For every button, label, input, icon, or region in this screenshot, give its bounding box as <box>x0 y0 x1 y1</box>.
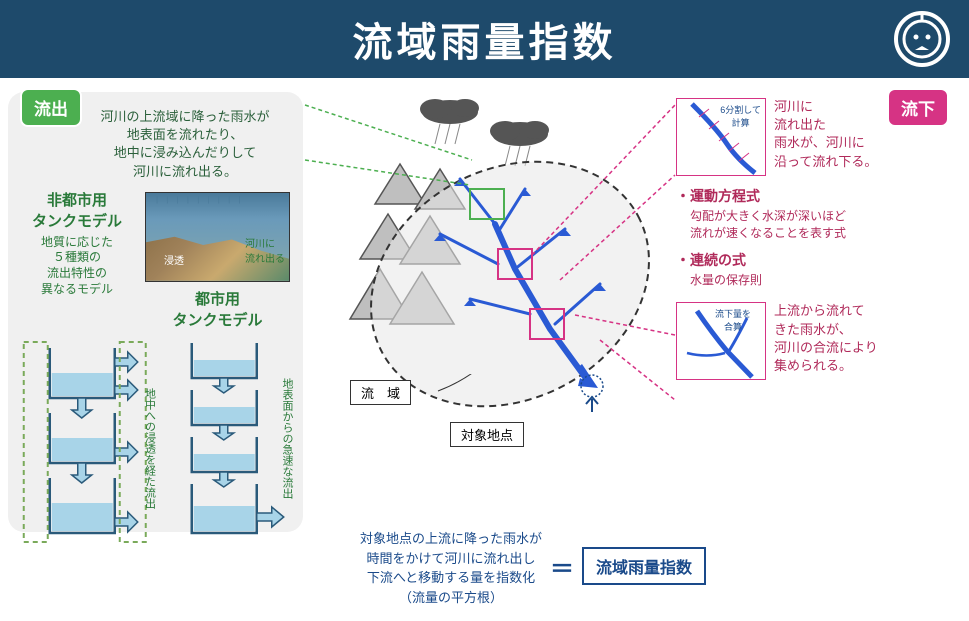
detail-box-2: 流下量を 合算 <box>676 302 766 380</box>
box2-label: 流下量を 合算 <box>715 307 751 333</box>
eq2-title: ・連続の式 <box>676 250 961 270</box>
flow-badge: 流下 <box>887 88 949 127</box>
river-label: 河川に 流れ出る <box>245 235 285 265</box>
terrain-diagram: | | | | | | | | | 河川に 流れ出る 浸透 <box>145 192 290 282</box>
eq2-desc: 水量の保存則 <box>690 272 961 289</box>
target-label: 対象地点 <box>450 422 524 447</box>
runoff-intro: 河川の上流域に降った雨水が 地表面を流れたり、 地中に浸み込んだりして 河川に流… <box>80 108 290 181</box>
formula-row: 対象地点の上流に降った雨水が 時間をかけて河川に流れ出し 下流へと移動する量を指… <box>360 525 706 607</box>
equals-icon: ＝ <box>550 549 574 584</box>
flow-panel: 流下 6分割して 計算 河川に 流れ出た 雨水が、河川に 沿って流れ下る。 ・運… <box>676 92 961 390</box>
detail-box-1: 6分割して 計算 <box>676 98 766 176</box>
perm-label: 浸透 <box>164 252 184 267</box>
urban-tank-icon <box>160 338 294 548</box>
tank-models: 地中への浸透を経た流出 地表面からの急速な流出 <box>18 338 293 553</box>
box1-label: 6分割して 計算 <box>720 103 761 129</box>
logo-icon <box>893 10 951 68</box>
vtext-1: 地中への浸透を経た流出 <box>142 388 158 509</box>
urban-title: 都市用 タンクモデル <box>142 288 293 330</box>
header: 流域雨量指数 <box>0 0 969 78</box>
non-urban-desc: 地質に応じた ５種類の 流出特性の 異なるモデル <box>18 235 136 297</box>
non-urban-title: 非都市用 タンクモデル <box>18 189 136 231</box>
eq1-desc: 勾配が大きく水深が深いほど 流れが速くなることを表す式 <box>690 208 961 242</box>
connector-green <box>300 100 500 220</box>
summary-text: 対象地点の上流に降った雨水が 時間をかけて河川に流れ出し 下流へと移動する量を指… <box>360 529 542 607</box>
box2-text: 上流から流れて きた雨水が、 河川の合流により 集められる。 <box>774 302 961 375</box>
eq1-title: ・運動方程式 <box>676 186 961 206</box>
runoff-badge: 流出 <box>20 88 82 127</box>
runoff-panel: 流出 河川の上流域に降った雨水が 地表面を流れたり、 地中に浸み込んだりして 河… <box>8 92 303 532</box>
non-urban-tank-icon <box>18 338 152 548</box>
formula-box: 流域雨量指数 <box>582 547 706 585</box>
page-title: 流域雨量指数 <box>353 10 617 68</box>
vtext-2: 地表面からの急速な流出 <box>279 378 295 499</box>
